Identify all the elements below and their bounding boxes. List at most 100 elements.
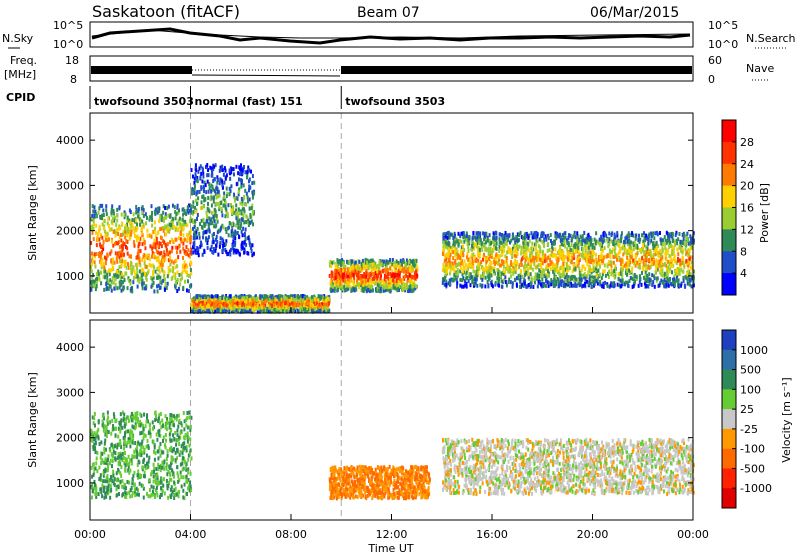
power-cell: [173, 261, 175, 265]
power-cell: [202, 175, 204, 179]
power-cell: [312, 304, 314, 308]
power-cell: [205, 183, 207, 187]
power-cell: [355, 288, 357, 292]
power-cell: [521, 246, 523, 250]
power-cell: [194, 225, 196, 229]
power-cell: [99, 225, 101, 229]
power-cell: [528, 259, 530, 263]
power-cell: [173, 240, 175, 244]
power-cell: [294, 294, 296, 298]
power-cell: [203, 250, 205, 254]
power-cell: [160, 286, 162, 290]
power-cell: [132, 280, 134, 284]
power-cell: [499, 240, 501, 244]
power-cell: [545, 238, 547, 242]
power-cell: [346, 281, 348, 285]
power-cell: [215, 300, 217, 304]
power-cell: [404, 275, 406, 279]
power-cell: [122, 242, 124, 246]
power-cell: [239, 253, 241, 257]
power-cell: [115, 223, 117, 227]
power-cell: [179, 250, 181, 254]
power-cell: [586, 258, 588, 262]
power-cell: [476, 284, 478, 288]
power-cell: [531, 250, 533, 254]
power-cell: [160, 281, 162, 285]
power-cell: [177, 255, 179, 259]
power-cell: [233, 172, 235, 176]
power-cell: [394, 286, 396, 290]
power-cell: [139, 260, 141, 264]
power-cell: [591, 285, 593, 289]
power-cell: [219, 169, 221, 173]
power-cell: [548, 281, 550, 285]
power-cell: [196, 190, 198, 194]
power-cell: [228, 233, 230, 237]
freq-left-label: Freq.: [10, 54, 37, 67]
power-cell: [378, 267, 380, 271]
power-cell: [672, 233, 674, 237]
power-cell: [668, 254, 670, 258]
power-cell: [353, 288, 355, 292]
power-cell: [116, 228, 118, 232]
power-cell: [311, 299, 313, 303]
power-cell: [146, 254, 148, 258]
power-cell: [98, 254, 100, 258]
power-cell: [291, 297, 293, 301]
power-cell: [185, 245, 187, 249]
power-cell: [245, 300, 247, 304]
power-cell: [121, 222, 123, 226]
power-cell: [538, 268, 540, 272]
power-cell: [353, 273, 355, 277]
power-cell: [210, 190, 212, 194]
power-cell: [192, 220, 194, 224]
power-cell: [202, 302, 204, 306]
power-cell: [229, 177, 231, 181]
power-cell: [175, 281, 177, 285]
power-cell: [548, 263, 550, 267]
power-cell: [119, 245, 121, 249]
power-cell: [103, 266, 105, 270]
power-cell: [112, 276, 114, 280]
power-cell: [213, 165, 215, 169]
power-cell: [532, 285, 534, 289]
power-cell: [219, 245, 221, 249]
power-cell: [672, 239, 674, 243]
power-cell: [378, 289, 380, 293]
freq-right-tick: 60: [708, 54, 722, 67]
power-cell: [253, 181, 255, 185]
power-cell: [139, 223, 141, 227]
power-cell: [639, 238, 641, 242]
power-cell: [118, 251, 120, 255]
power-cell: [325, 308, 327, 312]
power-cell: [207, 207, 209, 211]
power-cell: [171, 238, 173, 242]
power-cell: [215, 244, 217, 248]
power-cell: [104, 275, 106, 279]
power-cell: [182, 233, 184, 237]
power-cell: [613, 261, 615, 265]
noise-right-tick: 10^0: [708, 38, 738, 51]
power-cell: [203, 185, 205, 189]
power-cell: [211, 245, 213, 249]
power-cell: [103, 288, 105, 292]
power-cell: [104, 270, 106, 274]
power-cell: [396, 259, 398, 263]
power-cell: [403, 269, 405, 273]
power-cell: [641, 233, 643, 237]
power-cell: [250, 170, 252, 174]
power-cell: [362, 288, 364, 292]
power-cell: [164, 288, 166, 292]
power-cell: [226, 194, 228, 198]
power-cell: [251, 243, 253, 247]
power-cell: [172, 266, 174, 270]
power-cell: [217, 253, 219, 257]
power-cell: [105, 208, 107, 212]
power-cell: [125, 239, 127, 243]
power-cell: [377, 283, 379, 287]
power-cell: [365, 274, 367, 278]
power-cell: [184, 211, 186, 215]
power-cell: [137, 214, 139, 218]
power-cell: [152, 273, 154, 277]
power-cell: [167, 274, 169, 278]
